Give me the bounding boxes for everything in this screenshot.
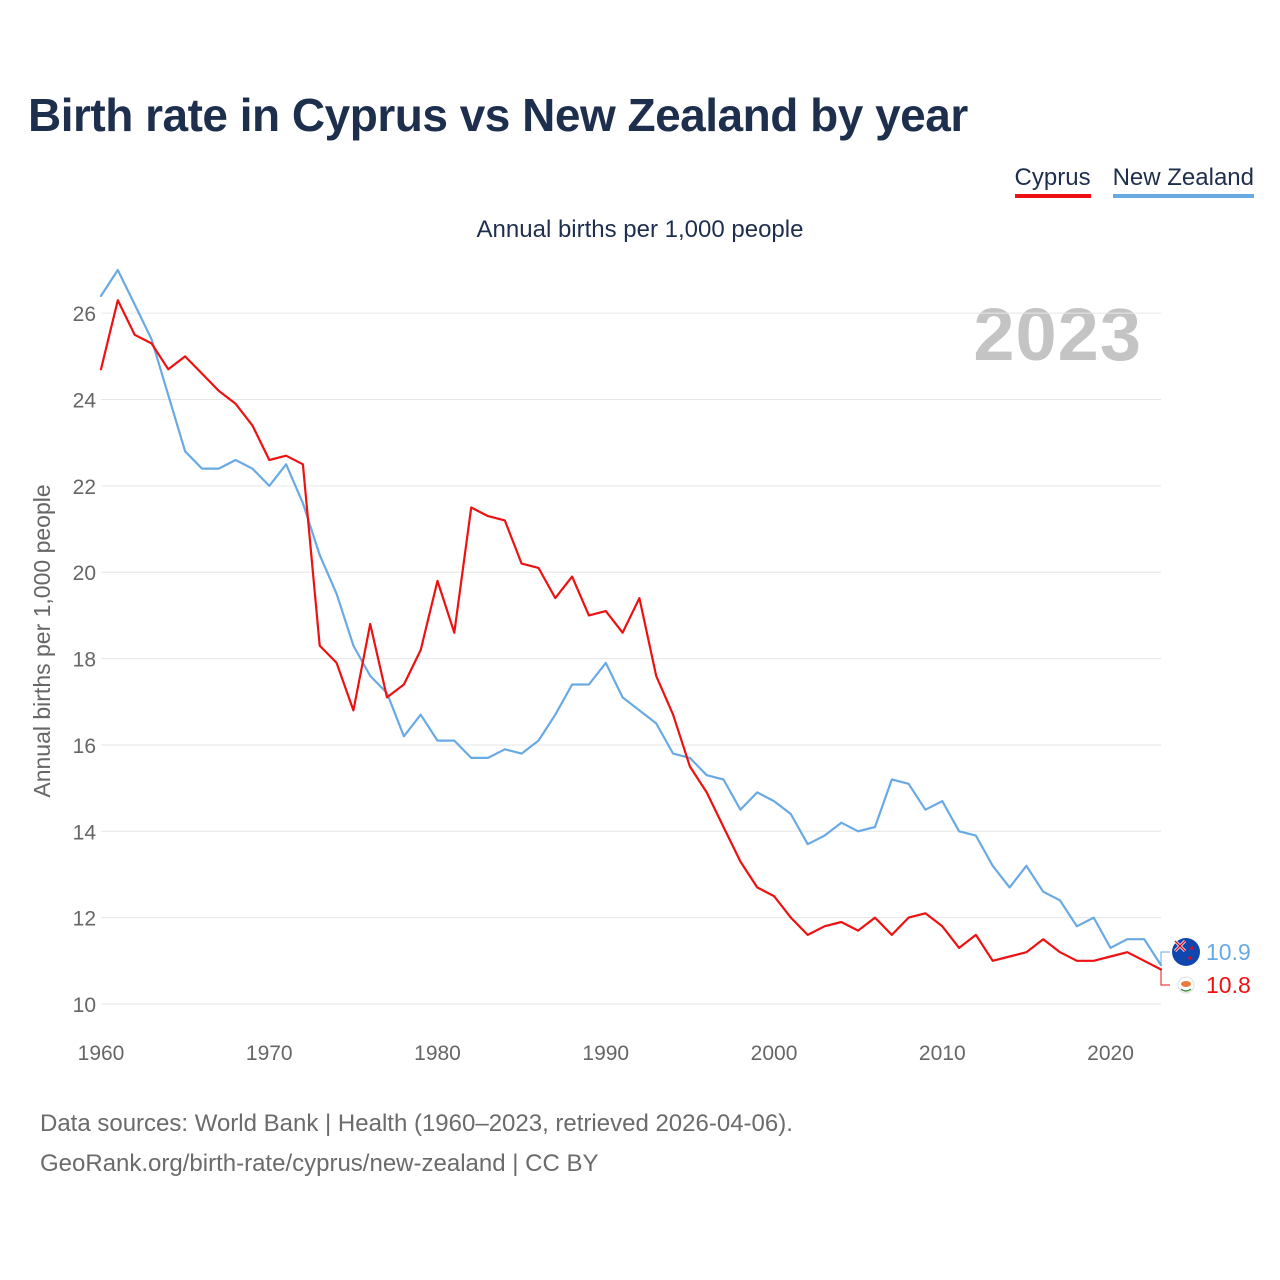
x-tick-label: 1980 <box>414 1042 461 1065</box>
x-tick-label: 2010 <box>919 1042 966 1065</box>
y-tick-label: 22 <box>73 476 96 499</box>
year-watermark: 2023 <box>973 293 1142 376</box>
flag-cross-red <box>1174 940 1186 952</box>
series-lines <box>99 268 1163 971</box>
series-line-cyprus <box>99 299 1163 971</box>
x-axis: 1960 1970 1980 1990 2000 2010 2020 <box>78 1042 1134 1065</box>
series-line-new-zealand <box>99 268 1163 967</box>
y-tick-label: 12 <box>73 908 96 931</box>
chart-title: Birth rate in Cyprus vs New Zealand by y… <box>28 89 968 141</box>
y-tick-label: 16 <box>73 735 96 758</box>
flag-star <box>1190 946 1194 950</box>
x-tick-label: 1960 <box>78 1042 125 1065</box>
y-axis: 10 12 14 16 18 20 22 24 26 <box>73 303 97 1017</box>
data-sources-text: Data sources: World Bank | Health (1960–… <box>40 1110 793 1137</box>
gridlines <box>101 312 1161 1005</box>
y-tick-label: 24 <box>73 390 97 413</box>
x-tick-label: 1990 <box>582 1042 629 1065</box>
x-tick-label: 1970 <box>246 1042 293 1065</box>
flag-olive-branches <box>1180 988 1192 992</box>
legend-item-new-zealand[interactable]: New Zealand <box>1112 164 1254 198</box>
flag-island <box>1181 981 1191 987</box>
y-tick-label: 20 <box>73 562 96 585</box>
source-url-text[interactable]: GeoRank.org/birth-rate/cyprus/new-zealan… <box>40 1150 599 1177</box>
footer: Data sources: World Bank | Health (1960–… <box>40 1104 793 1184</box>
end-markers: 10.9 10.8 <box>1160 938 1251 998</box>
x-tick-label: 2020 <box>1087 1042 1134 1065</box>
y-tick-label: 26 <box>73 303 96 326</box>
x-tick-label: 2000 <box>751 1042 798 1065</box>
y-tick-label: 18 <box>73 649 96 672</box>
y-tick-label: 14 <box>73 821 97 844</box>
cyprus-flag-icon <box>1177 976 1195 994</box>
new-zealand-end-value: 10.9 <box>1206 939 1251 965</box>
cyprus-end-value: 10.8 <box>1206 972 1251 998</box>
nz-end-connector <box>1160 951 1170 966</box>
new-zealand-flag-icon <box>1172 938 1200 966</box>
chart-subtitle: Annual births per 1,000 people <box>476 216 804 243</box>
y-axis-label: Annual births per 1,000 people <box>29 484 55 797</box>
legend: Cyprus New Zealand <box>1014 164 1254 198</box>
cyprus-end-connector <box>1160 969 1170 986</box>
y-tick-label: 10 <box>73 994 96 1017</box>
flag-star <box>1188 956 1192 960</box>
legend-item-cyprus[interactable]: Cyprus <box>1014 164 1091 198</box>
